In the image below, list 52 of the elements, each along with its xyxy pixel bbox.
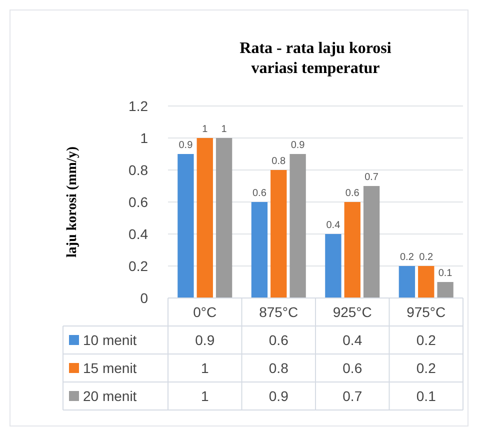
data-label: 0.7 [364,172,379,183]
y-tick-label: 0 [140,290,148,306]
data-label: 1 [221,124,228,135]
text: 0.9 [195,332,215,348]
bar [290,154,306,298]
bar [196,138,213,298]
text: 1 [200,360,209,376]
text: 0.2 [416,360,436,376]
text: 0.1 [416,388,436,404]
data-label: 0.2 [400,252,414,263]
y-tick-label: 0.6 [128,194,148,210]
bar [325,234,342,298]
text: 0.9 [268,388,289,404]
y-axis-title: laju korosi (mm/y) [65,146,80,258]
legend-label: 10 menit [83,332,137,348]
bar [178,154,194,298]
data-label: 0.1 [438,268,453,279]
y-tick-label: 1 [140,130,148,146]
x-tick-label: 0°C [193,304,217,320]
data-label: 1 [202,124,208,135]
bar [251,202,268,298]
data-label: 0.9 [290,140,306,151]
data-label: 0.2 [419,252,434,263]
x-tick-label: 925°C [332,304,372,320]
chart-title: Rata - rata laju korosi variasi temperatur [240,40,392,77]
data-label: 0.6 [252,188,267,199]
bar [270,170,287,298]
data-label: 0.9 [178,140,194,151]
bar [398,266,416,298]
y-tick-label: 0.8 [128,162,148,178]
legend-label: 20 menit [83,388,137,404]
text: 0.7 [342,388,362,404]
x-tick-label: 875°C [259,304,298,320]
bar [363,186,380,298]
y-tick-label: 1.2 [128,98,148,114]
x-tick-label: 975°C [406,304,446,320]
bar [216,138,232,298]
bar [437,282,454,298]
text: 1 [200,388,209,404]
text: 0.4 [342,332,362,348]
data-label: 0.4 [326,220,341,231]
bar [418,266,434,298]
legend-label: 15 menit [83,360,137,376]
text: 0.6 [268,332,289,348]
bar [344,202,360,298]
text: 0.8 [268,360,289,376]
text: 0.2 [416,332,436,348]
y-tick-label: 0.4 [128,226,148,242]
data-label: 0.6 [345,188,360,199]
text: 0.6 [342,360,362,376]
data-label: 0.8 [272,156,286,167]
y-tick-label: 0.2 [128,258,148,274]
